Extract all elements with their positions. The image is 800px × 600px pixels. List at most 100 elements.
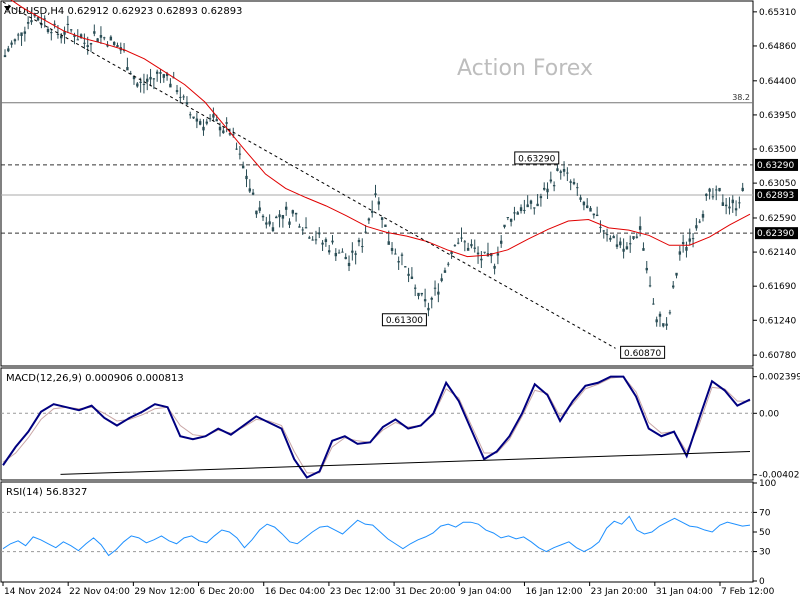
candle-body bbox=[331, 240, 334, 243]
candle-body bbox=[536, 203, 539, 207]
candle-body bbox=[304, 227, 308, 229]
candle-body bbox=[228, 133, 232, 135]
candle-body bbox=[354, 253, 357, 255]
candle-body bbox=[582, 201, 586, 206]
rsi-title: RSI(14) 56.8327 bbox=[6, 487, 87, 498]
dropdown-triangle-icon[interactable] bbox=[4, 6, 11, 11]
candle-body bbox=[235, 148, 238, 150]
candle-body bbox=[400, 254, 404, 256]
candle-body bbox=[556, 168, 559, 171]
candle-body bbox=[708, 188, 711, 192]
candle-body bbox=[605, 234, 609, 236]
candle-body bbox=[232, 134, 235, 136]
candle-body bbox=[695, 225, 698, 229]
candle-body bbox=[559, 171, 562, 173]
candle-body bbox=[63, 31, 66, 35]
candle-body bbox=[281, 214, 285, 219]
candle-body bbox=[394, 253, 397, 255]
candle-body bbox=[652, 303, 655, 305]
candle-body bbox=[734, 208, 738, 211]
main-title: AUDUSD,H4 0.62912 0.62923 0.62893 0.6289… bbox=[4, 6, 242, 17]
candle-body bbox=[251, 192, 255, 195]
candle-body bbox=[387, 241, 390, 245]
candle-body bbox=[288, 221, 291, 225]
candle-body bbox=[529, 200, 533, 204]
candle-body bbox=[361, 246, 364, 248]
candle-body bbox=[344, 256, 347, 260]
rsi-line bbox=[2, 515, 751, 557]
candle-body bbox=[248, 188, 251, 192]
candle-body bbox=[112, 41, 116, 45]
candle-body bbox=[417, 292, 420, 297]
candle-body bbox=[715, 189, 718, 191]
candle-body bbox=[678, 251, 682, 255]
x-tick-label: 29 Nov 12:00 bbox=[134, 587, 195, 597]
y-tick-label: 0.61240 bbox=[759, 316, 796, 326]
macd-tick-label: 0.002399 bbox=[759, 373, 800, 383]
candle-body bbox=[86, 45, 89, 47]
candle-body bbox=[26, 22, 30, 24]
candle-body bbox=[152, 78, 156, 80]
candle-body bbox=[132, 76, 136, 80]
candle-body bbox=[122, 49, 126, 51]
price-tag-label: 0.62390 bbox=[757, 229, 794, 239]
y-tick-label: 0.63950 bbox=[759, 111, 796, 121]
candle-body bbox=[629, 243, 632, 245]
candle-body bbox=[447, 263, 450, 265]
candle-body bbox=[572, 182, 576, 185]
candle-body bbox=[212, 114, 215, 118]
candle-body bbox=[466, 247, 470, 251]
candle-body bbox=[645, 267, 648, 271]
y-tick-label: 0.64400 bbox=[759, 77, 796, 87]
candle-body bbox=[625, 246, 629, 250]
candle-body bbox=[672, 285, 675, 288]
price-tag bbox=[755, 158, 798, 171]
candle-body bbox=[516, 212, 519, 215]
candle-body bbox=[225, 122, 228, 124]
candle-body bbox=[701, 214, 705, 218]
candle-body bbox=[370, 210, 374, 213]
candle-body bbox=[43, 18, 46, 20]
candle-body bbox=[420, 292, 424, 295]
candle-body bbox=[50, 32, 53, 34]
candle-body bbox=[503, 224, 506, 228]
candle-body bbox=[46, 28, 50, 33]
x-tick-label: 6 Dec 20:00 bbox=[200, 587, 255, 597]
candle-body bbox=[162, 74, 165, 78]
candle-body bbox=[433, 287, 437, 289]
price-callout-box bbox=[514, 151, 560, 165]
candle-body bbox=[185, 102, 189, 105]
candle-body bbox=[73, 35, 76, 37]
candle-body bbox=[255, 210, 258, 215]
candle-body bbox=[612, 236, 615, 239]
candle-body bbox=[562, 168, 566, 172]
candle-body bbox=[546, 188, 549, 193]
candle-body bbox=[351, 250, 354, 253]
candle-body bbox=[149, 76, 152, 80]
x-tick-label: 16 Jan 12:00 bbox=[525, 587, 582, 597]
candle-body bbox=[615, 244, 619, 247]
candle-body bbox=[83, 42, 86, 44]
candle-body bbox=[159, 72, 162, 74]
candle-body bbox=[741, 187, 744, 191]
x-tick-label: 23 Jan 20:00 bbox=[591, 587, 648, 597]
candle-body bbox=[126, 67, 129, 71]
candle-body bbox=[721, 202, 725, 206]
candle-body bbox=[66, 23, 70, 25]
candle-body bbox=[622, 248, 625, 252]
watermark: Action Forex bbox=[457, 56, 593, 81]
candle-body bbox=[298, 226, 301, 228]
candle-body bbox=[241, 165, 245, 169]
x-tick-label: 31 Jan 04:00 bbox=[656, 587, 713, 597]
candle-body bbox=[397, 261, 400, 263]
price-tag bbox=[755, 189, 798, 202]
candle-body bbox=[473, 247, 476, 249]
candle-body bbox=[619, 241, 622, 246]
candle-body bbox=[155, 71, 159, 74]
candle-body bbox=[202, 126, 205, 131]
candle-body bbox=[175, 90, 179, 92]
candle-body bbox=[301, 229, 304, 231]
candle-body bbox=[215, 119, 218, 122]
macd-panel bbox=[0, 367, 754, 481]
